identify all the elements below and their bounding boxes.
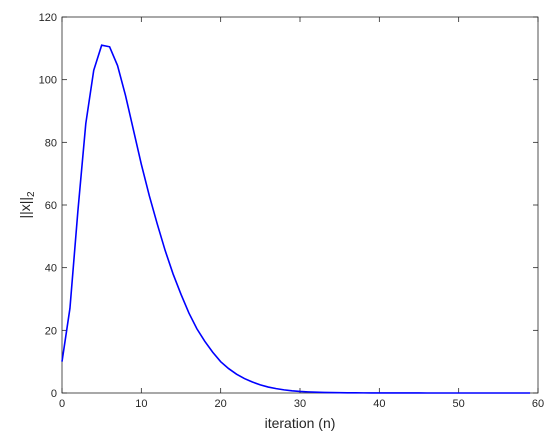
- y-tick-label: 100: [39, 75, 57, 87]
- x-tick-label: 20: [215, 398, 227, 410]
- x-tick-label: 10: [135, 398, 147, 410]
- y-tick-label: 20: [45, 325, 57, 337]
- y-axis-label-main: ||x||: [17, 197, 33, 219]
- x-tick-label: 50: [453, 398, 465, 410]
- y-axis-label: ||x||2: [17, 191, 37, 219]
- x-axis-label: iteration (n): [265, 415, 336, 431]
- y-tick-label: 80: [45, 137, 57, 149]
- y-tick-label: 0: [51, 388, 57, 400]
- y-axis-label-sub: 2: [26, 191, 37, 197]
- x-tick-label: 40: [373, 398, 385, 410]
- y-tick-label: 120: [39, 12, 57, 24]
- data-line: [61, 44, 531, 394]
- x-tick-label: 0: [59, 398, 65, 410]
- x-tick-label: 30: [294, 398, 306, 410]
- x-tick-label: 60: [532, 398, 544, 410]
- y-tick-label: 40: [45, 263, 57, 275]
- axes-box: [61, 16, 539, 394]
- y-tick-label: 60: [45, 200, 57, 212]
